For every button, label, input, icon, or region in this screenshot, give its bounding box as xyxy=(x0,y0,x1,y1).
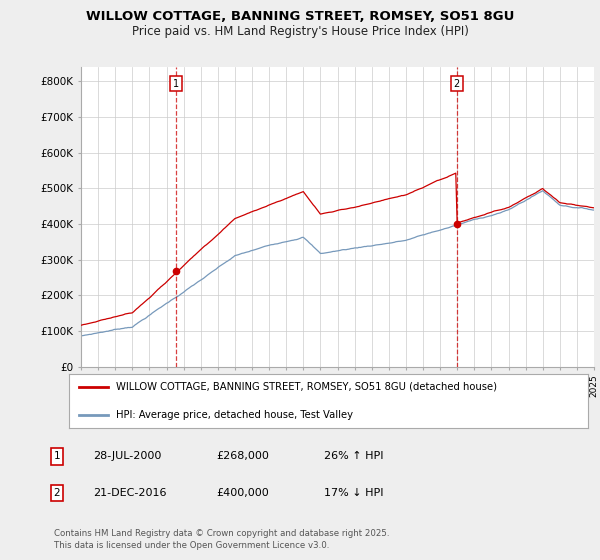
Text: HPI: Average price, detached house, Test Valley: HPI: Average price, detached house, Test… xyxy=(116,410,353,420)
Text: WILLOW COTTAGE, BANNING STREET, ROMSEY, SO51 8GU: WILLOW COTTAGE, BANNING STREET, ROMSEY, … xyxy=(86,10,514,23)
Text: 21-DEC-2016: 21-DEC-2016 xyxy=(93,488,167,498)
Text: 2: 2 xyxy=(454,78,460,88)
Text: 17% ↓ HPI: 17% ↓ HPI xyxy=(324,488,383,498)
Text: 1: 1 xyxy=(173,78,179,88)
Text: £268,000: £268,000 xyxy=(216,451,269,461)
Text: Contains HM Land Registry data © Crown copyright and database right 2025.
This d: Contains HM Land Registry data © Crown c… xyxy=(54,529,389,550)
Text: 28-JUL-2000: 28-JUL-2000 xyxy=(93,451,161,461)
Text: 26% ↑ HPI: 26% ↑ HPI xyxy=(324,451,383,461)
Text: WILLOW COTTAGE, BANNING STREET, ROMSEY, SO51 8GU (detached house): WILLOW COTTAGE, BANNING STREET, ROMSEY, … xyxy=(116,382,497,391)
Text: 1: 1 xyxy=(53,451,61,461)
Text: 2: 2 xyxy=(53,488,61,498)
Text: £400,000: £400,000 xyxy=(216,488,269,498)
Text: Price paid vs. HM Land Registry's House Price Index (HPI): Price paid vs. HM Land Registry's House … xyxy=(131,25,469,38)
